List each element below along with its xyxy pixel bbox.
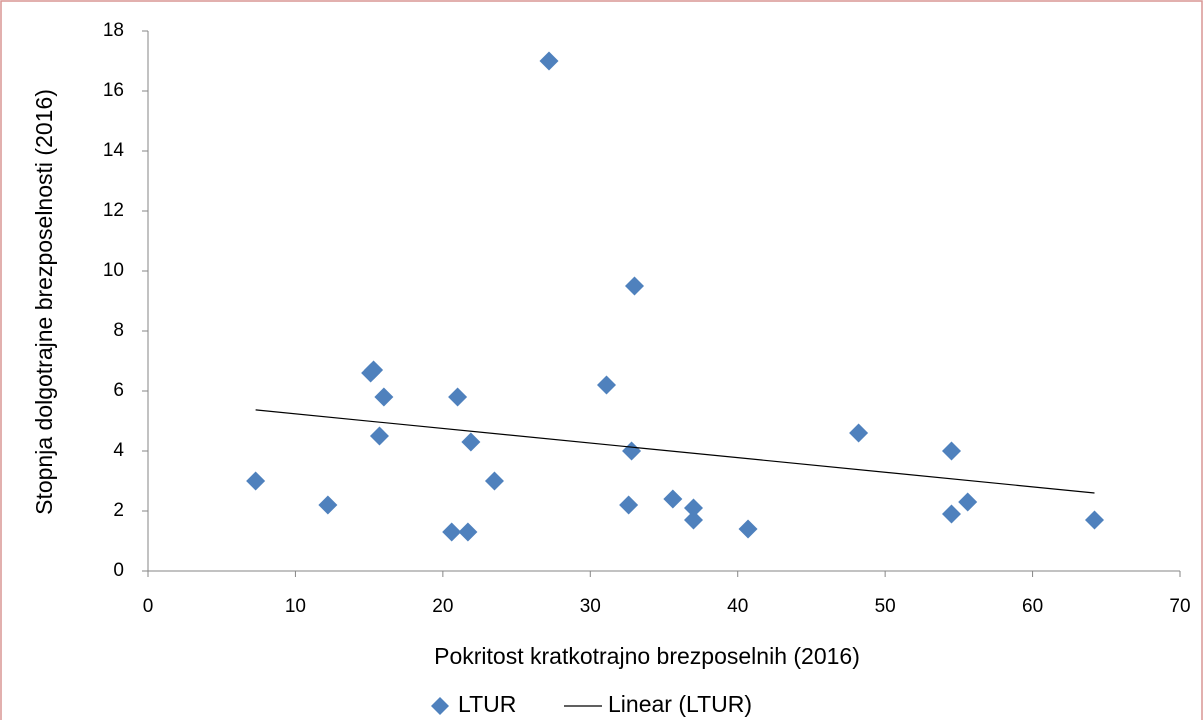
legend-marker xyxy=(431,697,449,715)
x-tick-label: 20 xyxy=(432,596,453,617)
y-tick-label: 10 xyxy=(103,260,124,281)
point xyxy=(619,495,639,515)
point xyxy=(622,441,642,461)
point xyxy=(461,432,481,452)
y-tick-label: 18 xyxy=(103,20,124,41)
point xyxy=(849,423,869,443)
point xyxy=(246,471,266,491)
point xyxy=(364,360,384,380)
x-tick-label: 50 xyxy=(875,596,896,617)
x-tick-label: 70 xyxy=(1169,596,1190,617)
x-tick-label: 40 xyxy=(727,596,748,617)
point xyxy=(318,495,338,515)
legend-label: Linear (LTUR) xyxy=(608,691,752,717)
x-axis-title: Pokritost kratkotrajno brezposelnih (201… xyxy=(434,643,860,669)
legend-label: LTUR xyxy=(458,691,516,717)
point xyxy=(683,498,703,518)
point xyxy=(625,276,645,296)
point xyxy=(374,387,394,407)
point xyxy=(683,510,703,530)
trendline xyxy=(255,409,1095,494)
y-tick-label: 6 xyxy=(113,380,124,401)
x-tick-label: 60 xyxy=(1022,596,1043,617)
point xyxy=(539,51,559,71)
point xyxy=(941,441,961,461)
point xyxy=(663,489,683,509)
y-tick-label: 14 xyxy=(103,140,125,161)
point xyxy=(448,387,468,407)
y-tick-label: 12 xyxy=(103,200,124,221)
x-tick-label: 0 xyxy=(143,596,154,617)
point xyxy=(369,426,389,446)
point xyxy=(458,522,478,542)
point xyxy=(738,519,758,539)
y-axis-title: Stopnja dolgotrajne brezposelnosti (2016… xyxy=(31,89,57,515)
point xyxy=(484,471,504,491)
point xyxy=(442,522,462,542)
y-tick-label: 2 xyxy=(113,500,124,521)
x-tick-label: 10 xyxy=(285,596,306,617)
point xyxy=(941,504,961,524)
x-tick-label: 30 xyxy=(580,596,601,617)
point xyxy=(597,375,617,395)
y-tick-label: 16 xyxy=(103,80,124,101)
y-tick-label: 8 xyxy=(113,320,124,341)
point xyxy=(1084,510,1104,530)
point xyxy=(958,492,978,512)
y-tick-label: 0 xyxy=(113,560,124,581)
y-tick-label: 4 xyxy=(113,440,124,461)
